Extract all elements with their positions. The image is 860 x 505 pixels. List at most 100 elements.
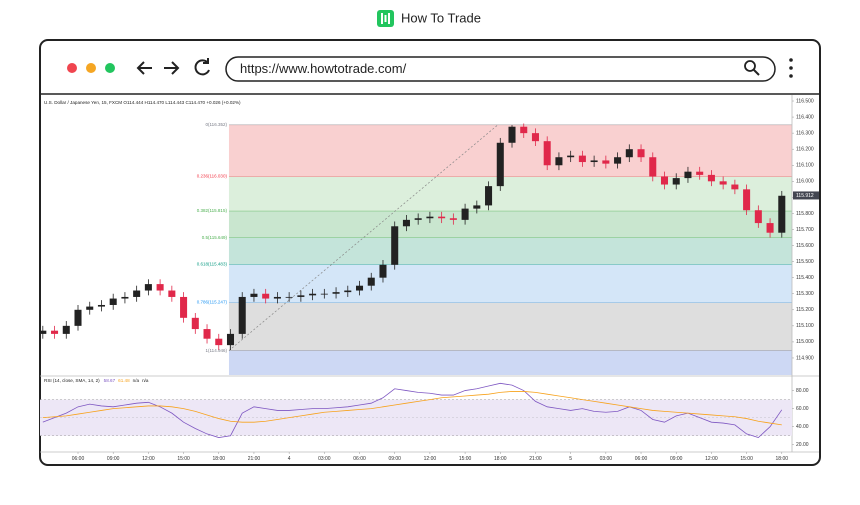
rsi-readout: 61.48 bbox=[118, 378, 130, 383]
x-tick-label: 5 bbox=[569, 456, 572, 462]
x-tick-label: 12:00 bbox=[424, 456, 437, 462]
fib-zone bbox=[228, 302, 792, 351]
candle-body bbox=[180, 296, 188, 318]
candle-body bbox=[51, 330, 59, 334]
last-price-box bbox=[793, 191, 819, 200]
window-maximize[interactable] bbox=[105, 63, 115, 73]
fib-trend-line bbox=[228, 124, 499, 351]
candle-body bbox=[356, 285, 364, 291]
candle-body bbox=[660, 176, 669, 185]
menu-button[interactable] bbox=[789, 58, 793, 78]
candle-body bbox=[215, 338, 223, 346]
menu-dot bbox=[789, 74, 793, 78]
candle-body bbox=[684, 171, 692, 179]
menu-dot bbox=[789, 58, 793, 62]
rsi-na: n/a bbox=[133, 378, 140, 383]
window-close[interactable] bbox=[67, 63, 77, 73]
candle-body bbox=[226, 333, 235, 346]
address-bar[interactable] bbox=[225, 56, 776, 82]
y-tick-label: 116.300 bbox=[796, 130, 814, 136]
x-tick-label: 09:00 bbox=[670, 456, 683, 462]
candle-body bbox=[97, 304, 105, 307]
x-tick-label: 15:00 bbox=[177, 456, 190, 462]
candle-body bbox=[309, 293, 317, 296]
candle-body bbox=[567, 155, 575, 158]
candle-body bbox=[508, 126, 516, 143]
reload-button[interactable] bbox=[194, 58, 210, 76]
rsi-y-tick-label: 40.00 bbox=[796, 424, 809, 430]
candle-body bbox=[273, 296, 281, 299]
candle-body bbox=[614, 157, 622, 164]
chart: 0(116.352) 0.236(116.030) 0.382(115.815) 0.… bbox=[39, 95, 819, 462]
y-tick-label: 116.200 bbox=[796, 147, 814, 153]
candle-body bbox=[707, 174, 715, 182]
fib-level-label: 0(116.352) bbox=[206, 122, 228, 127]
window-minimize[interactable] bbox=[86, 63, 96, 73]
candle-body bbox=[285, 296, 293, 298]
candle-body bbox=[731, 184, 739, 190]
y-tick-label: 115.400 bbox=[796, 275, 814, 281]
y-tick-label: 116.100 bbox=[796, 163, 814, 169]
candle-body bbox=[414, 218, 422, 220]
candle-body bbox=[625, 149, 633, 158]
x-tick-label: 18:00 bbox=[776, 456, 789, 462]
back-button[interactable] bbox=[136, 61, 152, 75]
x-tick-label: 4 bbox=[288, 456, 291, 462]
candle-body bbox=[191, 317, 199, 330]
candle-body bbox=[649, 157, 657, 177]
x-tick-label: 06:00 bbox=[353, 456, 366, 462]
search-icon[interactable] bbox=[744, 60, 760, 76]
rsi-readout: 58.67 bbox=[104, 378, 116, 383]
candle-body bbox=[367, 277, 375, 286]
candle-body bbox=[156, 284, 164, 291]
candle-body bbox=[86, 306, 94, 310]
x-tick-label: 15:00 bbox=[740, 456, 753, 462]
fib-level-label: 0.5(115.649) bbox=[202, 235, 228, 240]
fib-level-label: 1(114.946) bbox=[206, 348, 228, 353]
candle-body bbox=[754, 210, 762, 224]
search-handle bbox=[753, 69, 760, 76]
fib-level-label: 0.618(115.483) bbox=[197, 262, 228, 267]
candle-body bbox=[250, 293, 258, 297]
x-tick-label: 18:00 bbox=[494, 456, 507, 462]
candle-body bbox=[238, 296, 246, 334]
candle-body bbox=[743, 189, 751, 211]
y-tick-label: 115.800 bbox=[796, 211, 814, 217]
candle-body bbox=[133, 290, 141, 297]
chart-title: U.S. Dollar / Japanese Yen, 15, FXCM O11… bbox=[44, 100, 241, 105]
candle-body bbox=[485, 186, 493, 206]
rsi-y-tick-label: 20.00 bbox=[796, 442, 809, 448]
x-tick-label: 06:00 bbox=[72, 456, 85, 462]
candle-body bbox=[602, 160, 610, 164]
y-tick-label: 115.700 bbox=[796, 227, 814, 233]
rsi-line bbox=[42, 391, 782, 426]
candle-body bbox=[449, 218, 457, 220]
fib-zone bbox=[228, 350, 792, 375]
logo-bar bbox=[381, 13, 383, 24]
forward-button[interactable] bbox=[164, 61, 180, 75]
fib-level-label: 0.786(115.247) bbox=[197, 299, 228, 304]
candle-body bbox=[555, 157, 563, 166]
x-tick-label: 21:00 bbox=[248, 456, 261, 462]
candle-body bbox=[496, 142, 504, 187]
x-tick-label: 06:00 bbox=[635, 456, 648, 462]
x-tick-label: 03:00 bbox=[600, 456, 613, 462]
fib-zone bbox=[228, 237, 792, 265]
rsi-na: n/a bbox=[142, 378, 149, 383]
candle-body bbox=[62, 325, 70, 334]
fib-level-label: 0.382(115.815) bbox=[197, 208, 228, 213]
candle-body bbox=[391, 226, 399, 265]
candle-body bbox=[109, 298, 117, 305]
fib-level-label: 0.236(116.030) bbox=[197, 174, 228, 179]
candle-body bbox=[473, 205, 481, 209]
x-tick-label: 15:00 bbox=[459, 456, 472, 462]
logo-bar bbox=[388, 13, 390, 24]
brand-name: How To Trade bbox=[401, 10, 481, 25]
url[interactable]: https://www.howtotrade.com/ bbox=[240, 61, 407, 76]
candle-body bbox=[297, 295, 305, 297]
candle-body bbox=[696, 171, 704, 175]
x-tick-label: 21:00 bbox=[529, 456, 542, 462]
fib-zone bbox=[228, 211, 792, 238]
candle-body bbox=[461, 208, 469, 220]
